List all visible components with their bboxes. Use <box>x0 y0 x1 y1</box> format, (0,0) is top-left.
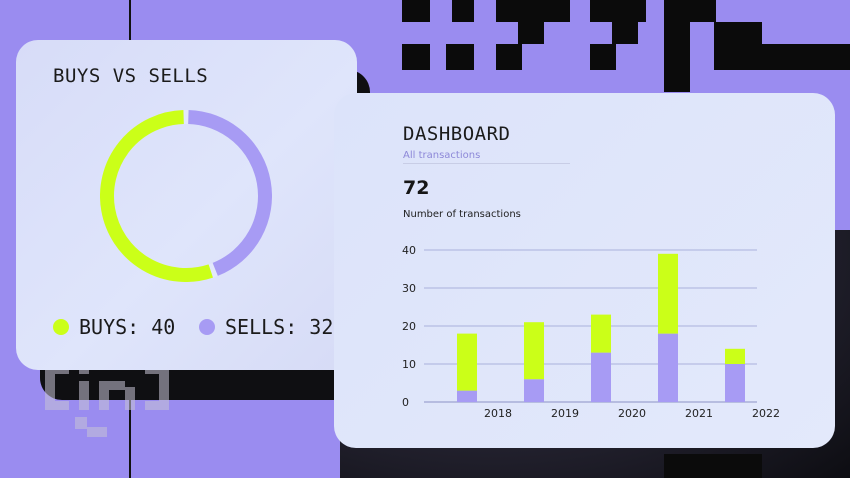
total-transactions-label: Number of transactions <box>403 209 521 220</box>
bar-segment-2020 <box>591 314 611 353</box>
buys-vs-sells-card: BUYS VS SELLS BUYS: 40 SELLS: 32 <box>16 40 357 370</box>
bar-segment-2018 <box>457 333 477 391</box>
dashboard-title: DASHBOARD <box>403 123 511 145</box>
donut-slice-buys <box>100 110 213 282</box>
legend-sells-dot <box>199 319 215 335</box>
y-tick-label: 0 <box>402 396 409 409</box>
bar-segment-2018 <box>457 390 477 402</box>
transactions-bar-chart: 0 10 20 30 40 2018 2019 2020 2021 2022 <box>402 244 780 420</box>
x-tick-label: 2019 <box>551 407 579 420</box>
bar-segment-2019 <box>524 379 544 402</box>
y-tick-label: 20 <box>402 320 416 333</box>
legend-buys-dot <box>53 319 69 335</box>
bar-segment-2020 <box>591 352 611 402</box>
x-tick-label: 2020 <box>618 407 646 420</box>
bar-segment-2021 <box>658 333 678 402</box>
legend-buys-label: BUYS: 40 <box>79 315 176 339</box>
total-transactions: 72 <box>403 177 430 199</box>
y-tick-label: 40 <box>402 244 416 257</box>
bar-segment-2022 <box>725 364 745 402</box>
x-tick-label: 2018 <box>484 407 512 420</box>
legend-sells-label: SELLS: 32 <box>225 315 334 339</box>
y-tick-label: 30 <box>402 282 416 295</box>
x-tick-label: 2021 <box>685 407 713 420</box>
legend-buys: BUYS: 40 <box>53 315 175 339</box>
bar-segment-2021 <box>658 253 678 334</box>
legend-sells: SELLS: 32 <box>199 315 333 339</box>
bar-segment-2019 <box>524 322 544 380</box>
donut-slice-sells <box>188 110 272 276</box>
brand-logo-icon <box>45 365 169 437</box>
dashboard-card: DASHBOARD All transactions 72 Number of … <box>334 93 835 448</box>
tab-all-transactions[interactable]: All transactions <box>403 150 570 164</box>
y-tick-label: 10 <box>402 358 416 371</box>
bar-segment-2022 <box>725 348 745 364</box>
buys-sells-donut-chart <box>100 110 272 282</box>
x-tick-label: 2022 <box>752 407 780 420</box>
donut-title: BUYS VS SELLS <box>53 65 209 87</box>
